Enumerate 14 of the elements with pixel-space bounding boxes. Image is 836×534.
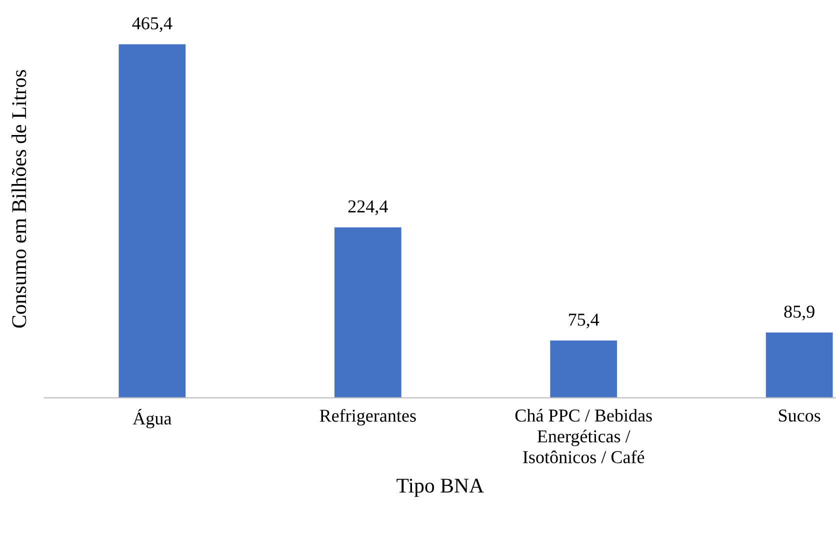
bar: [118, 44, 186, 398]
x-tick-label: Refrigerantes: [320, 408, 416, 426]
bar: [766, 332, 833, 398]
data-label: 85,9: [784, 306, 814, 320]
x-tick-label: Água: [132, 408, 172, 428]
bar: [550, 340, 618, 398]
data-label: 224,4: [348, 200, 388, 216]
x-axis-title: Tipo BNA: [396, 478, 484, 497]
data-label: 465,4: [132, 17, 172, 32]
bar: [334, 227, 402, 398]
data-label: 75,4: [569, 314, 600, 328]
y-axis-title: Consumo em Bilhões de Litros: [12, 70, 26, 328]
x-tick-label: Chá PPC / Bebidas Energéticas / Isotônicos / Café: [515, 408, 652, 464]
x-tick-label: Sucos: [778, 410, 820, 422]
